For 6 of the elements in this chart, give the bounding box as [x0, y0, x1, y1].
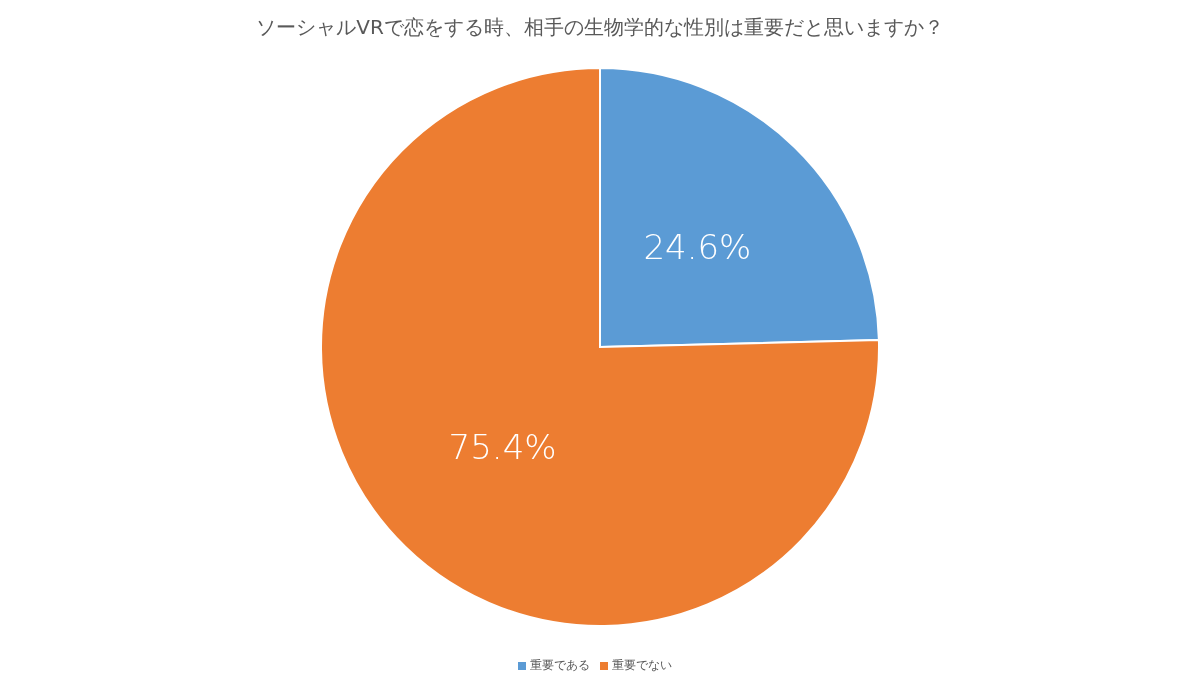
legend-label: 重要である	[530, 658, 590, 672]
data-label: 75.4%	[448, 426, 557, 467]
data-label: 24.6%	[643, 227, 752, 268]
chart-title: ソーシャルVRで恋をする時、相手の生物学的な性別は重要だと思いますか？	[255, 14, 945, 41]
legend-label: 重要でない	[612, 658, 672, 672]
pie-slice	[320, 67, 880, 627]
